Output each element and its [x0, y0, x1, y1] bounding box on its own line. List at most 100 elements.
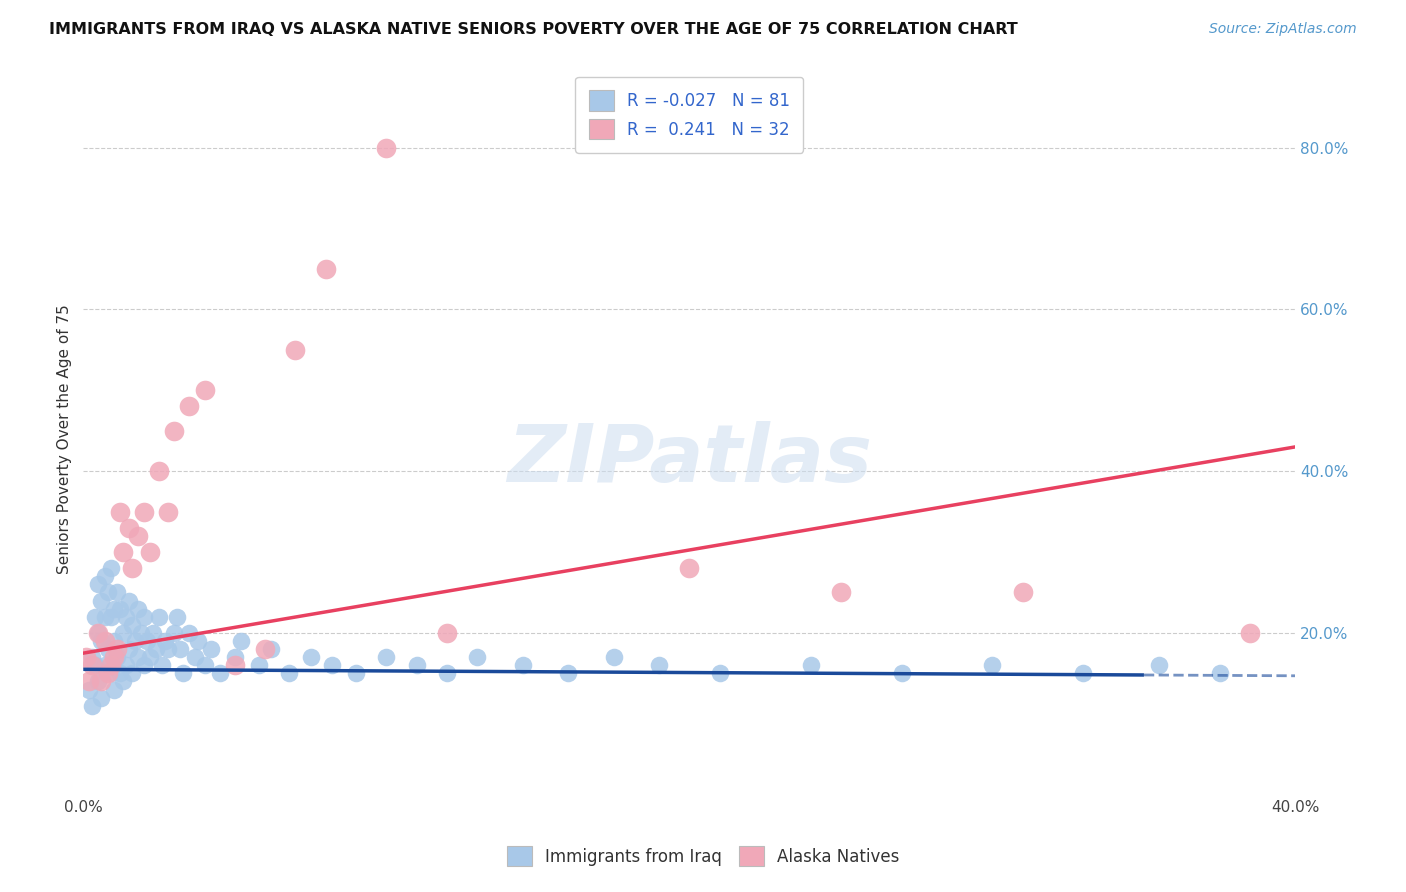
Point: [105, 642, 128, 657]
Point: [254, 642, 277, 657]
Point: [148, 464, 170, 478]
Point: [678, 561, 700, 575]
Point: [90, 634, 112, 648]
Point: [247, 658, 270, 673]
Point: [405, 658, 427, 673]
Point: [136, 634, 159, 648]
Point: [224, 658, 246, 673]
Point: [82, 650, 104, 665]
Point: [90, 690, 112, 705]
Point: [157, 642, 180, 657]
Point: [100, 609, 122, 624]
Point: [127, 650, 149, 665]
Point: [100, 658, 122, 673]
Point: [229, 634, 252, 648]
Point: [103, 601, 125, 615]
Point: [139, 545, 162, 559]
Point: [96, 585, 118, 599]
Point: [96, 666, 118, 681]
Point: [114, 658, 136, 673]
Point: [145, 642, 167, 657]
Point: [132, 505, 155, 519]
Legend: Immigrants from Iraq, Alaska Natives: Immigrants from Iraq, Alaska Natives: [501, 839, 905, 873]
Point: [648, 658, 671, 673]
Point: [163, 424, 186, 438]
Point: [1239, 626, 1261, 640]
Point: [82, 658, 104, 673]
Point: [105, 650, 128, 665]
Point: [100, 561, 122, 575]
Point: [315, 261, 337, 276]
Point: [260, 642, 283, 657]
Point: [184, 650, 207, 665]
Point: [108, 601, 131, 615]
Point: [121, 666, 143, 681]
Point: [82, 698, 104, 713]
Point: [830, 585, 852, 599]
Point: [1208, 666, 1230, 681]
Point: [93, 634, 115, 648]
Point: [111, 545, 134, 559]
Point: [121, 561, 143, 575]
Point: [321, 658, 343, 673]
Point: [278, 666, 301, 681]
Point: [1147, 658, 1170, 673]
Point: [602, 650, 624, 665]
Point: [87, 674, 110, 689]
Point: [87, 626, 110, 640]
Point: [436, 666, 458, 681]
Point: [127, 601, 149, 615]
Point: [124, 634, 146, 648]
Point: [96, 642, 118, 657]
Point: [224, 650, 246, 665]
Point: [187, 634, 209, 648]
Point: [344, 666, 367, 681]
Point: [465, 650, 488, 665]
Point: [93, 658, 115, 673]
Point: [87, 626, 110, 640]
Text: ZIPatlas: ZIPatlas: [508, 421, 872, 500]
Point: [166, 609, 188, 624]
Point: [163, 626, 186, 640]
Point: [108, 505, 131, 519]
Point: [111, 674, 134, 689]
Point: [193, 658, 215, 673]
Point: [148, 609, 170, 624]
Y-axis label: Seniors Poverty Over the Age of 75: Seniors Poverty Over the Age of 75: [58, 304, 72, 574]
Point: [557, 666, 579, 681]
Text: Source: ZipAtlas.com: Source: ZipAtlas.com: [1209, 22, 1357, 37]
Point: [79, 674, 101, 689]
Point: [142, 626, 165, 640]
Point: [208, 666, 231, 681]
Point: [93, 609, 115, 624]
Point: [981, 658, 1004, 673]
Point: [172, 666, 194, 681]
Point: [512, 658, 534, 673]
Point: [111, 626, 134, 640]
Point: [299, 650, 322, 665]
Point: [129, 626, 152, 640]
Point: [139, 650, 162, 665]
Text: IMMIGRANTS FROM IRAQ VS ALASKA NATIVE SENIORS POVERTY OVER THE AGE OF 75 CORRELA: IMMIGRANTS FROM IRAQ VS ALASKA NATIVE SE…: [49, 22, 1018, 37]
Point: [103, 650, 125, 665]
Point: [84, 658, 107, 673]
Legend: R = -0.027   N = 81, R =  0.241   N = 32: R = -0.027 N = 81, R = 0.241 N = 32: [575, 77, 803, 153]
Point: [436, 626, 458, 640]
Point: [90, 674, 112, 689]
Point: [200, 642, 222, 657]
Point: [179, 400, 201, 414]
Point: [169, 642, 191, 657]
Point: [103, 682, 125, 697]
Point: [90, 593, 112, 607]
Point: [118, 593, 141, 607]
Point: [118, 642, 141, 657]
Point: [153, 634, 176, 648]
Point: [114, 609, 136, 624]
Point: [132, 658, 155, 673]
Point: [127, 529, 149, 543]
Point: [87, 577, 110, 591]
Point: [118, 521, 141, 535]
Point: [1073, 666, 1095, 681]
Point: [132, 609, 155, 624]
Point: [179, 626, 201, 640]
